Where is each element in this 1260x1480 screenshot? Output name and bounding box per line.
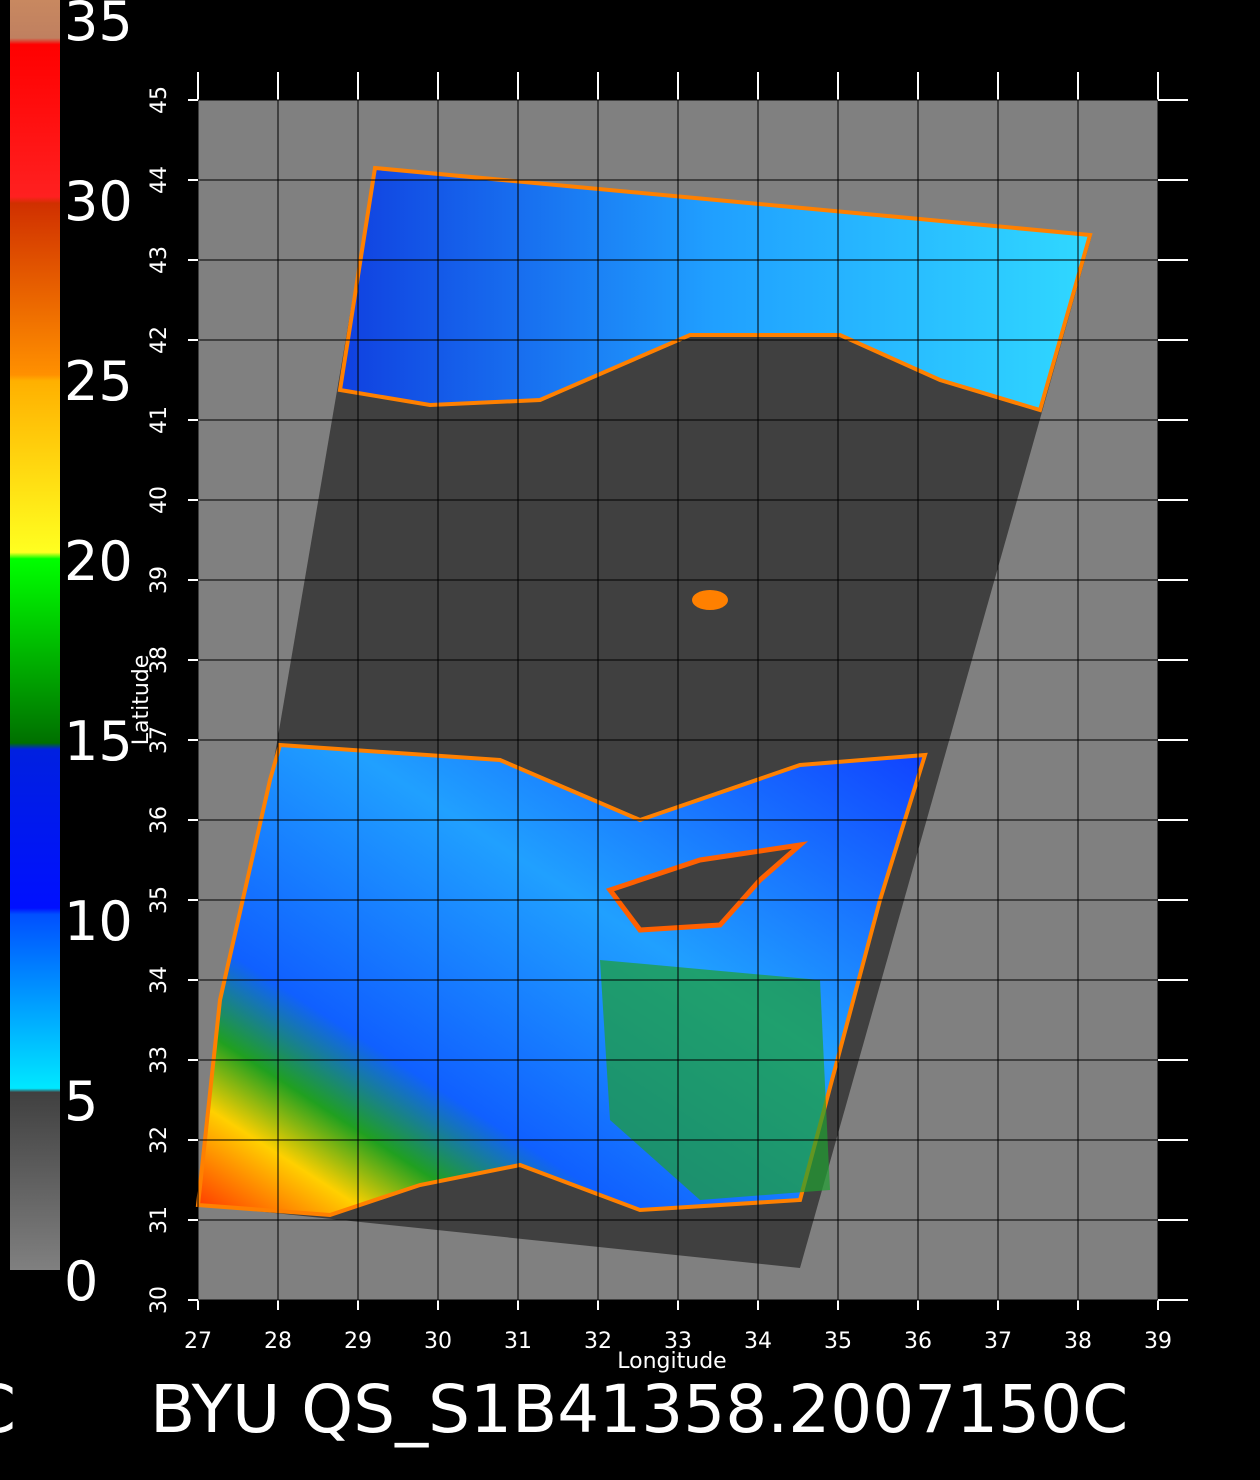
x-tick-label: 32 — [584, 1329, 612, 1354]
y-tick-label: 40 — [147, 486, 172, 514]
colorbar-tick-label: 15 — [64, 710, 133, 773]
x-tick-label: 31 — [504, 1329, 532, 1354]
x-tick-label: 30 — [424, 1329, 452, 1354]
y-tick-label: 35 — [147, 886, 172, 914]
y-tick-label: 34 — [147, 966, 172, 994]
colorbar-tick-label: 0 — [64, 1250, 98, 1313]
x-tick-label: 27 — [184, 1329, 212, 1354]
x-tick-label: 34 — [744, 1329, 772, 1354]
colorbar-tick-label: 5 — [64, 1070, 98, 1133]
footer-left: C — [0, 1371, 16, 1448]
spot — [692, 590, 728, 610]
x-tick-label: 28 — [264, 1329, 292, 1354]
x-axis-title: Longitude — [617, 1349, 726, 1374]
x-tick-label: 38 — [1064, 1329, 1092, 1354]
x-tick-label: 37 — [984, 1329, 1012, 1354]
cyprus — [605, 841, 809, 933]
colorbar-tick-label: 30 — [64, 170, 133, 233]
y-tick-label: 44 — [147, 166, 172, 194]
y-tick-label: 33 — [147, 1046, 172, 1074]
y-tick-label: 31 — [147, 1206, 172, 1234]
y-tick-label: 37 — [147, 726, 172, 754]
y-tick-label: 32 — [147, 1126, 172, 1154]
footer-title: BYU QS_S1B41358.2007150C — [150, 1371, 1128, 1448]
y-tick-label: 38 — [147, 646, 172, 674]
x-tick-label: 36 — [904, 1329, 932, 1354]
y-tick-label: 41 — [147, 406, 172, 434]
y-tick-label: 42 — [147, 326, 172, 354]
colorbar-tick-label: 25 — [64, 350, 133, 413]
y-tick-label: 43 — [147, 246, 172, 274]
colorbar-tick-label: 20 — [64, 530, 133, 593]
colorbar — [10, 0, 60, 1270]
y-tick-label: 36 — [147, 806, 172, 834]
colorbar-tick-label: 10 — [64, 890, 133, 953]
y-tick-label: 30 — [147, 1286, 172, 1314]
colorbar-tick-label: 35 — [64, 0, 133, 53]
x-tick-label: 35 — [824, 1329, 852, 1354]
y-tick-label: 39 — [147, 566, 172, 594]
y-axis-title: Latitude — [129, 655, 154, 746]
x-tick-label: 33 — [664, 1329, 692, 1354]
x-tick-label: 29 — [344, 1329, 372, 1354]
y-tick-label: 45 — [147, 86, 172, 114]
x-tick-label: 39 — [1144, 1329, 1172, 1354]
black-sea-winds — [337, 165, 1093, 413]
